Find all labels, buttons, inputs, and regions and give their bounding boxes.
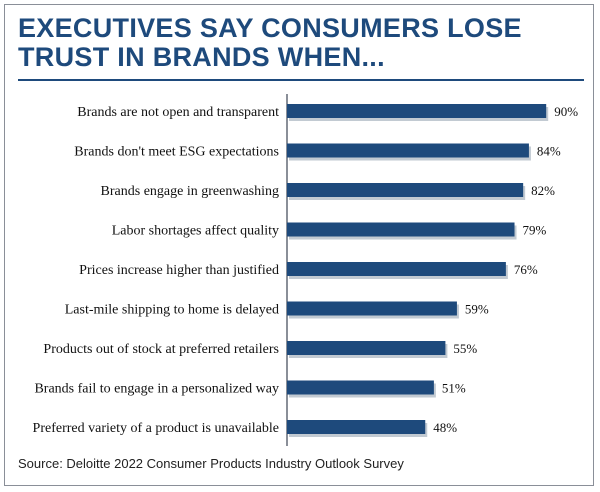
bar: [287, 104, 547, 118]
category-label: Brands fail to engage in a personalized …: [34, 382, 279, 397]
value-label: 48%: [433, 420, 457, 435]
chart-title-line-1: EXECUTIVES SAY CONSUMERS LOSE: [18, 13, 522, 43]
value-label: 76%: [514, 262, 538, 277]
bar: [287, 301, 457, 316]
bar: [287, 380, 434, 395]
bar: [287, 183, 524, 197]
title-underline: [18, 79, 584, 81]
chart-title-line-2: TRUST IN BRANDS WHEN...: [18, 42, 385, 72]
bar: [287, 420, 426, 434]
category-label: Prices increase higher than justified: [79, 263, 279, 278]
bar: [287, 222, 515, 237]
value-label: 82%: [531, 183, 555, 198]
category-label: Brands don't meet ESG expectations: [74, 145, 279, 160]
chart-title: EXECUTIVES SAY CONSUMERS LOSE TRUST IN B…: [18, 14, 578, 72]
category-label: Brands engage in greenwashing: [101, 184, 279, 199]
source-note: Source: Deloitte 2022 Consumer Products …: [18, 456, 404, 471]
category-label: Preferred variety of a product is unavai…: [33, 421, 279, 436]
value-label: 79%: [523, 223, 547, 238]
chart-frame: [4, 4, 594, 486]
value-label: 51%: [442, 381, 466, 396]
bar: [287, 143, 529, 158]
category-label: Labor shortages affect quality: [112, 224, 279, 239]
bar: [287, 341, 446, 355]
bar: [287, 262, 506, 276]
category-label: Products out of stock at preferred retai…: [43, 342, 279, 357]
value-label: 59%: [465, 302, 489, 317]
value-label: 90%: [554, 104, 578, 119]
category-label: Last-mile shipping to home is delayed: [65, 303, 279, 318]
value-label: 84%: [537, 144, 561, 159]
category-label: Brands are not open and transparent: [77, 105, 279, 120]
value-label: 55%: [453, 341, 477, 356]
